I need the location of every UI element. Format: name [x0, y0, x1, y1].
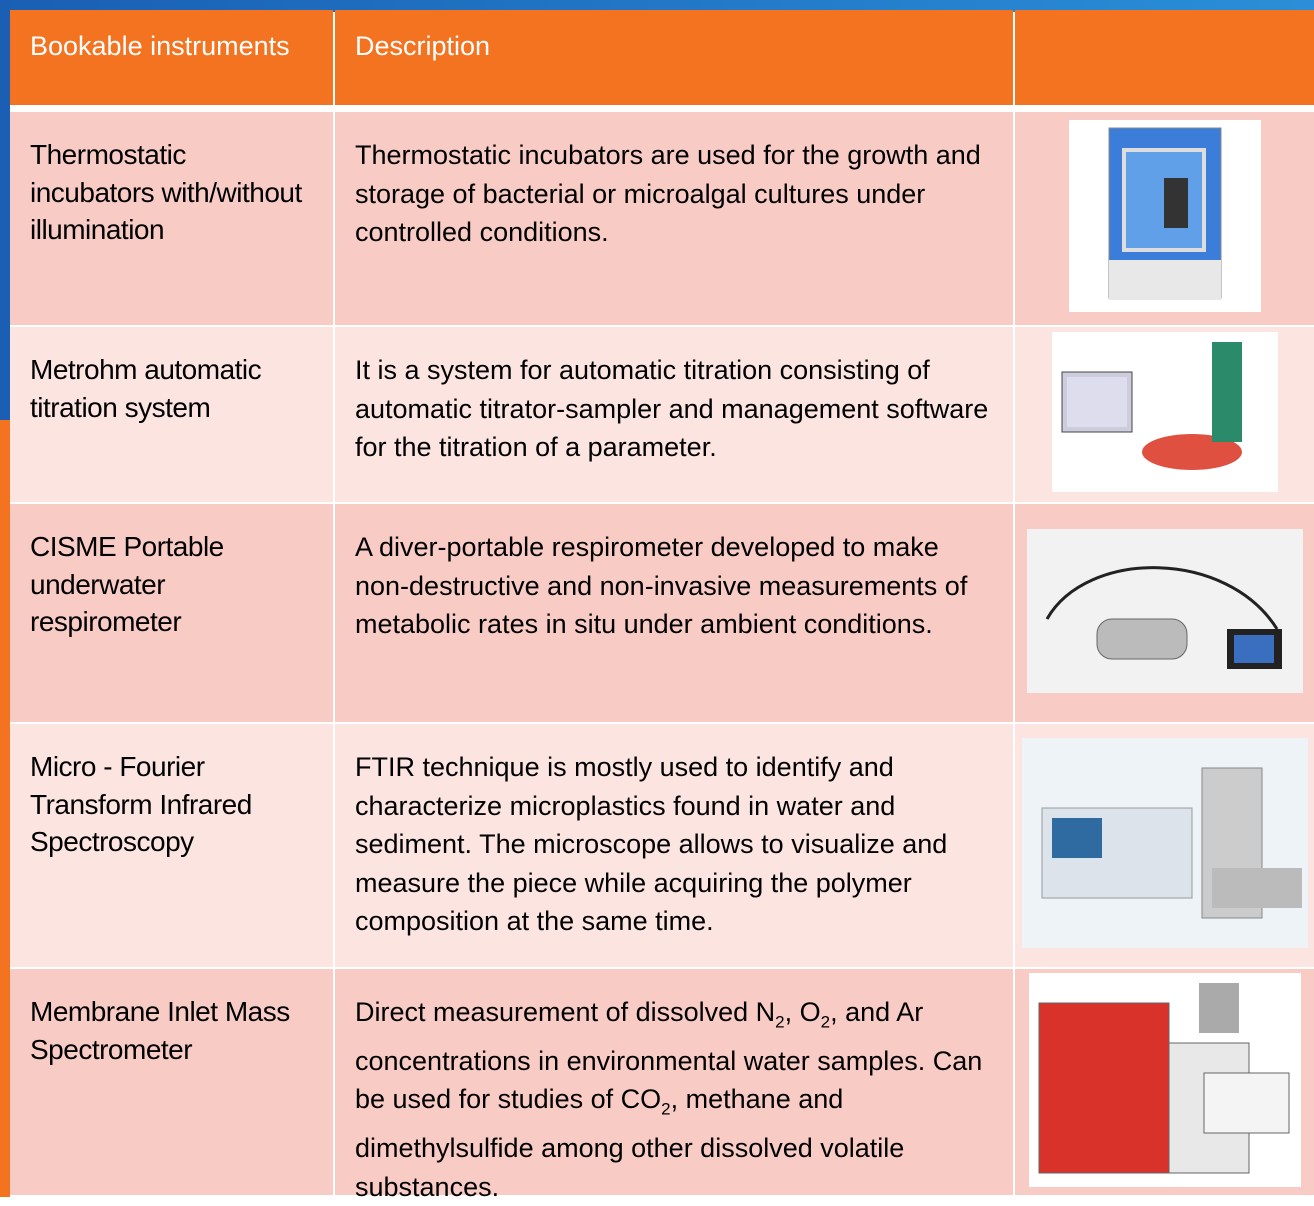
instrument-description: Direct measurement of dissolved N2, O2, … — [335, 969, 1013, 1202]
instrument-description: Thermostatic incubators are used for the… — [335, 112, 1013, 325]
instrument-description: FTIR technique is mostly used to identif… — [335, 724, 1013, 967]
description-text: , and Ar concentrations in environmental… — [355, 997, 983, 1115]
subscript: 2 — [820, 1012, 831, 1032]
instrument-name: CISME Portable underwater respirometer — [10, 504, 333, 722]
image-cell — [1015, 724, 1314, 967]
instrument-name: Metrohm automatic titration system — [10, 327, 333, 502]
instrument-image — [1026, 528, 1303, 698]
instrument-name: Thermostatic incubators with/without ill… — [10, 112, 333, 325]
image-cell — [1015, 112, 1314, 325]
instrument-name: Micro - Fourier Transform Infrared Spect… — [10, 724, 333, 967]
description-text: A diver-portable respirometer developed … — [355, 532, 968, 639]
background-band — [0, 12, 10, 420]
description-text: Direct measurement of dissolved N — [355, 997, 776, 1027]
header-cell: Description — [335, 10, 1013, 105]
instrument-image — [1068, 120, 1261, 317]
description-text: It is a system for automatic titration c… — [355, 355, 989, 462]
subscript: 2 — [661, 1099, 671, 1119]
header-text: Bookable instruments — [30, 31, 290, 61]
image-cell — [1015, 969, 1314, 1195]
image-cell — [1015, 327, 1314, 502]
background-band — [0, 0, 1314, 12]
subscript: 2 — [775, 1012, 785, 1032]
instrument-name: Membrane Inlet Mass Spectrometer — [10, 969, 333, 1195]
image-cell — [1015, 504, 1314, 722]
instrument-image — [1051, 332, 1278, 497]
background-band — [0, 420, 10, 1197]
header-text: Description — [355, 31, 491, 61]
instrument-description: It is a system for automatic titration c… — [335, 327, 1013, 502]
instrument-image — [1021, 738, 1308, 953]
description-text: , O — [784, 997, 821, 1027]
description-text: Thermostatic incubators are used for the… — [355, 140, 981, 247]
header-cell — [1015, 10, 1314, 105]
instrument-image — [1028, 972, 1301, 1192]
instrument-description: A diver-portable respirometer developed … — [335, 504, 1013, 722]
description-text: FTIR technique is mostly used to identif… — [355, 752, 948, 936]
header-cell: Bookable instruments — [10, 10, 333, 105]
